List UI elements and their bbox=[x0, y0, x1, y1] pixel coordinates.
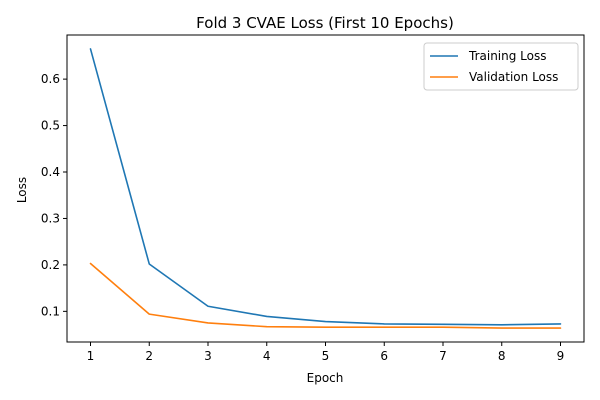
x-axis: 1 2 3 4 5 6 7 8 9 bbox=[87, 342, 565, 363]
legend-box bbox=[423, 42, 579, 91]
legend-label: Training Loss bbox=[468, 49, 546, 63]
y-axis-label: Loss bbox=[15, 177, 29, 203]
series-line-training-loss bbox=[89, 48, 562, 326]
x-tick-label: 9 bbox=[557, 349, 565, 363]
legend: Training Loss Validation Loss bbox=[423, 42, 579, 91]
chart-title: Fold 3 CVAE Loss (First 10 Epochs) bbox=[196, 14, 454, 32]
x-tick-label: 5 bbox=[322, 349, 330, 363]
x-tick-label: 8 bbox=[498, 349, 506, 363]
x-tick-label: 2 bbox=[145, 349, 153, 363]
x-tick-label: 3 bbox=[204, 349, 212, 363]
y-axis: 0.1 0.2 0.3 0.4 0.5 0.6 bbox=[41, 72, 67, 318]
x-tick-label: 7 bbox=[439, 349, 447, 363]
y-tick-label: 0.4 bbox=[41, 165, 60, 179]
x-tick-label: 4 bbox=[263, 349, 271, 363]
y-tick-label: 0.3 bbox=[41, 211, 60, 225]
y-tick-label: 0.5 bbox=[41, 119, 60, 133]
y-tick-label: 0.6 bbox=[41, 72, 60, 86]
series-lines bbox=[89, 48, 562, 329]
series-line-validation-loss bbox=[89, 262, 562, 329]
y-tick-label: 0.2 bbox=[41, 258, 60, 272]
legend-label: Validation Loss bbox=[469, 70, 558, 84]
x-axis-label: Epoch bbox=[307, 371, 344, 385]
x-tick-label: 1 bbox=[87, 349, 95, 363]
y-tick-label: 0.1 bbox=[41, 304, 60, 318]
x-tick-label: 6 bbox=[380, 349, 388, 363]
